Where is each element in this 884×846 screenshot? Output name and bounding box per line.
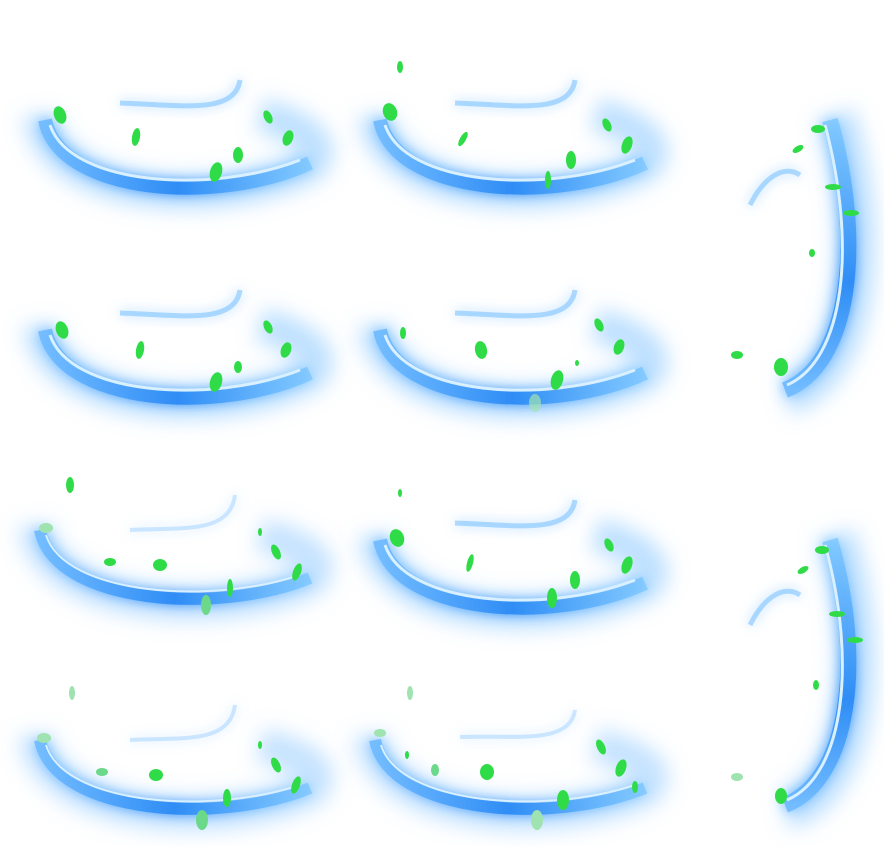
vertical-swirl-sprite-1 bbox=[725, 95, 876, 415]
swirl-sprite-3 bbox=[10, 255, 334, 455]
vertical-swirl-sprite-2 bbox=[725, 520, 876, 840]
swirl-sprite-1 bbox=[10, 45, 334, 245]
swirl-sprite-8 bbox=[345, 675, 669, 846]
swirl-sprite-7 bbox=[10, 675, 334, 846]
swirl-sprite-4 bbox=[345, 255, 669, 455]
swirl-sprite-5 bbox=[10, 465, 334, 665]
swirl-sprite-2 bbox=[345, 45, 669, 245]
swirl-sprite-6 bbox=[345, 465, 669, 665]
